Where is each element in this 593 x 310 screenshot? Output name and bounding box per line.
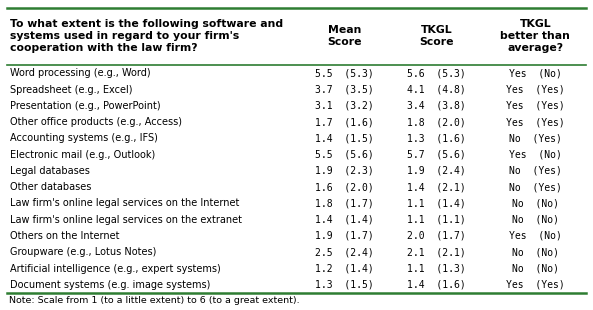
Text: 1.6  (2.0): 1.6 (2.0) <box>315 182 374 192</box>
Text: 2.0  (1.7): 2.0 (1.7) <box>407 231 466 241</box>
Text: 1.8  (2.0): 1.8 (2.0) <box>407 117 466 127</box>
Text: Word processing (e.g., Word): Word processing (e.g., Word) <box>10 68 151 78</box>
Text: Other databases: Other databases <box>10 182 91 192</box>
Text: 1.7  (1.6): 1.7 (1.6) <box>315 117 374 127</box>
Text: 5.7  (5.6): 5.7 (5.6) <box>407 150 466 160</box>
Text: Yes  (Yes): Yes (Yes) <box>506 280 565 290</box>
Text: 1.8  (1.7): 1.8 (1.7) <box>315 198 374 208</box>
Text: 5.5  (5.6): 5.5 (5.6) <box>315 150 374 160</box>
Text: 1.4  (1.6): 1.4 (1.6) <box>407 280 466 290</box>
Text: Note: Scale from 1 (to a little extent) to 6 (to a great extent).: Note: Scale from 1 (to a little extent) … <box>9 296 299 305</box>
Text: No  (Yes): No (Yes) <box>509 166 562 176</box>
Text: 2.1  (2.1): 2.1 (2.1) <box>407 247 466 257</box>
Text: 3.1  (3.2): 3.1 (3.2) <box>315 101 374 111</box>
Text: No  (No): No (No) <box>512 247 559 257</box>
Text: No  (No): No (No) <box>512 198 559 208</box>
Text: Groupware (e.g., Lotus Notes): Groupware (e.g., Lotus Notes) <box>10 247 157 257</box>
Text: TKGL
better than
average?: TKGL better than average? <box>500 20 570 53</box>
Text: Document systems (e.g. image systems): Document systems (e.g. image systems) <box>10 280 211 290</box>
Text: Accounting systems (e.g., IFS): Accounting systems (e.g., IFS) <box>10 133 158 143</box>
Text: Law firm's online legal services on the Internet: Law firm's online legal services on the … <box>10 198 240 208</box>
Text: Law firm's online legal services on the extranet: Law firm's online legal services on the … <box>10 215 242 225</box>
Text: 5.6  (5.3): 5.6 (5.3) <box>407 68 466 78</box>
Text: 4.1  (4.8): 4.1 (4.8) <box>407 85 466 95</box>
Text: 1.9  (2.4): 1.9 (2.4) <box>407 166 466 176</box>
Text: 1.4  (1.5): 1.4 (1.5) <box>315 133 374 143</box>
Text: 1.4  (2.1): 1.4 (2.1) <box>407 182 466 192</box>
Text: Others on the Internet: Others on the Internet <box>10 231 120 241</box>
Text: 2.5  (2.4): 2.5 (2.4) <box>315 247 374 257</box>
Text: Legal databases: Legal databases <box>10 166 90 176</box>
Text: 5.5  (5.3): 5.5 (5.3) <box>315 68 374 78</box>
Text: Yes  (Yes): Yes (Yes) <box>506 85 565 95</box>
Text: Yes  (Yes): Yes (Yes) <box>506 101 565 111</box>
Text: 1.2  (1.4): 1.2 (1.4) <box>315 264 374 273</box>
Text: 3.4  (3.8): 3.4 (3.8) <box>407 101 466 111</box>
Text: Yes  (No): Yes (No) <box>509 150 562 160</box>
Text: Artificial intelligence (e.g., expert systems): Artificial intelligence (e.g., expert sy… <box>10 264 221 273</box>
Text: 1.4  (1.4): 1.4 (1.4) <box>315 215 374 225</box>
Text: 1.9  (2.3): 1.9 (2.3) <box>315 166 374 176</box>
Text: 1.1  (1.3): 1.1 (1.3) <box>407 264 466 273</box>
Text: No  (Yes): No (Yes) <box>509 182 562 192</box>
Text: 1.3  (1.6): 1.3 (1.6) <box>407 133 466 143</box>
Text: 3.7  (3.5): 3.7 (3.5) <box>315 85 374 95</box>
Text: Other office products (e.g., Access): Other office products (e.g., Access) <box>10 117 182 127</box>
Text: Spreadsheet (e.g., Excel): Spreadsheet (e.g., Excel) <box>10 85 133 95</box>
Text: 1.3  (1.5): 1.3 (1.5) <box>315 280 374 290</box>
Text: TKGL
Score: TKGL Score <box>420 25 454 47</box>
Text: Yes  (No): Yes (No) <box>509 68 562 78</box>
Text: No  (No): No (No) <box>512 264 559 273</box>
Text: Yes  (Yes): Yes (Yes) <box>506 117 565 127</box>
Text: No  (Yes): No (Yes) <box>509 133 562 143</box>
Text: 1.1  (1.4): 1.1 (1.4) <box>407 198 466 208</box>
Text: Mean
Score: Mean Score <box>327 25 362 47</box>
Text: Presentation (e.g., PowerPoint): Presentation (e.g., PowerPoint) <box>10 101 161 111</box>
Text: 1.1  (1.1): 1.1 (1.1) <box>407 215 466 225</box>
Text: No  (No): No (No) <box>512 215 559 225</box>
Text: Electronic mail (e.g., Outlook): Electronic mail (e.g., Outlook) <box>10 150 155 160</box>
Text: Yes  (No): Yes (No) <box>509 231 562 241</box>
Text: To what extent is the following software and
systems used in regard to your firm: To what extent is the following software… <box>10 20 283 53</box>
Text: 1.9  (1.7): 1.9 (1.7) <box>315 231 374 241</box>
